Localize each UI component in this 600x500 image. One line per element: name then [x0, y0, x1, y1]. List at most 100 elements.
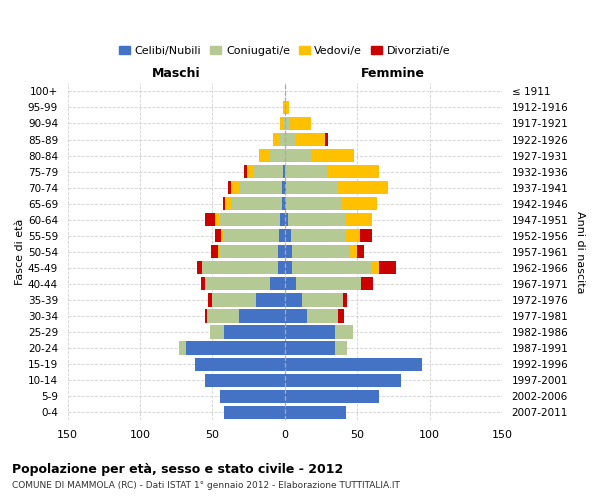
- Bar: [205, 213, 215, 226]
- Bar: [289, 117, 311, 130]
- Bar: [254, 165, 283, 178]
- Bar: [285, 326, 335, 338]
- Bar: [202, 262, 278, 274]
- Bar: [273, 133, 280, 146]
- Bar: [350, 245, 357, 258]
- Bar: [285, 213, 287, 226]
- Bar: [278, 262, 285, 274]
- Bar: [220, 245, 278, 258]
- Bar: [205, 374, 285, 386]
- Bar: [285, 149, 311, 162]
- Bar: [357, 245, 364, 258]
- Bar: [325, 133, 328, 146]
- Bar: [223, 197, 226, 210]
- Bar: [335, 326, 353, 338]
- Text: Popolazione per età, sesso e stato civile - 2012: Popolazione per età, sesso e stato civil…: [12, 462, 343, 475]
- Bar: [296, 278, 361, 290]
- Bar: [239, 181, 282, 194]
- Bar: [187, 342, 285, 354]
- Bar: [285, 181, 286, 194]
- Text: Maschi: Maschi: [152, 67, 200, 80]
- Bar: [335, 342, 347, 354]
- Bar: [360, 229, 371, 242]
- Bar: [247, 165, 254, 178]
- Bar: [229, 181, 231, 194]
- Bar: [290, 229, 346, 242]
- Bar: [285, 133, 296, 146]
- Bar: [280, 213, 285, 226]
- Bar: [285, 310, 307, 322]
- Bar: [285, 262, 292, 274]
- Bar: [285, 229, 290, 242]
- Y-axis label: Fasce di età: Fasce di età: [15, 218, 25, 285]
- Bar: [211, 245, 218, 258]
- Bar: [197, 262, 202, 274]
- Bar: [285, 374, 401, 386]
- Y-axis label: Anni di nascita: Anni di nascita: [575, 210, 585, 293]
- Bar: [287, 213, 346, 226]
- Bar: [201, 278, 205, 290]
- Bar: [209, 326, 224, 338]
- Text: COMUNE DI MAMMOLA (RC) - Dati ISTAT 1° gennaio 2012 - Elaborazione TUTTITALIA.IT: COMUNE DI MAMMOLA (RC) - Dati ISTAT 1° g…: [12, 481, 400, 490]
- Bar: [218, 245, 220, 258]
- Bar: [271, 278, 285, 290]
- Bar: [231, 181, 239, 194]
- Bar: [285, 294, 302, 306]
- Bar: [220, 213, 280, 226]
- Bar: [341, 197, 377, 210]
- Bar: [285, 165, 328, 178]
- Bar: [283, 165, 285, 178]
- Bar: [285, 245, 292, 258]
- Bar: [361, 278, 373, 290]
- Bar: [285, 197, 286, 210]
- Bar: [302, 294, 343, 306]
- Bar: [285, 101, 286, 114]
- Bar: [208, 294, 212, 306]
- Bar: [285, 117, 289, 130]
- Bar: [278, 245, 285, 258]
- Bar: [239, 310, 285, 322]
- Bar: [280, 117, 283, 130]
- Bar: [338, 310, 344, 322]
- Bar: [220, 390, 285, 403]
- Bar: [215, 229, 221, 242]
- Text: Femmine: Femmine: [361, 67, 425, 80]
- Bar: [283, 101, 285, 114]
- Bar: [285, 358, 422, 370]
- Bar: [343, 294, 347, 306]
- Bar: [244, 165, 247, 178]
- Bar: [286, 181, 337, 194]
- Bar: [285, 390, 379, 403]
- Bar: [224, 406, 285, 419]
- Bar: [221, 229, 224, 242]
- Bar: [279, 229, 285, 242]
- Bar: [307, 310, 338, 322]
- Bar: [371, 262, 379, 274]
- Bar: [285, 342, 335, 354]
- Bar: [292, 262, 371, 274]
- Bar: [259, 149, 271, 162]
- Bar: [296, 133, 325, 146]
- Bar: [283, 117, 285, 130]
- Bar: [337, 181, 388, 194]
- Bar: [206, 310, 239, 322]
- Bar: [212, 294, 256, 306]
- Bar: [271, 149, 285, 162]
- Bar: [292, 245, 350, 258]
- Bar: [205, 278, 271, 290]
- Bar: [346, 213, 371, 226]
- Bar: [231, 197, 282, 210]
- Bar: [311, 149, 354, 162]
- Bar: [205, 310, 206, 322]
- Bar: [224, 326, 285, 338]
- Bar: [282, 197, 285, 210]
- Bar: [285, 406, 346, 419]
- Bar: [379, 262, 396, 274]
- Bar: [195, 358, 285, 370]
- Bar: [179, 342, 187, 354]
- Bar: [346, 229, 360, 242]
- Legend: Celibi/Nubili, Coniugati/e, Vedovi/e, Divorziati/e: Celibi/Nubili, Coniugati/e, Vedovi/e, Di…: [115, 42, 455, 60]
- Bar: [285, 278, 296, 290]
- Bar: [224, 229, 279, 242]
- Bar: [282, 181, 285, 194]
